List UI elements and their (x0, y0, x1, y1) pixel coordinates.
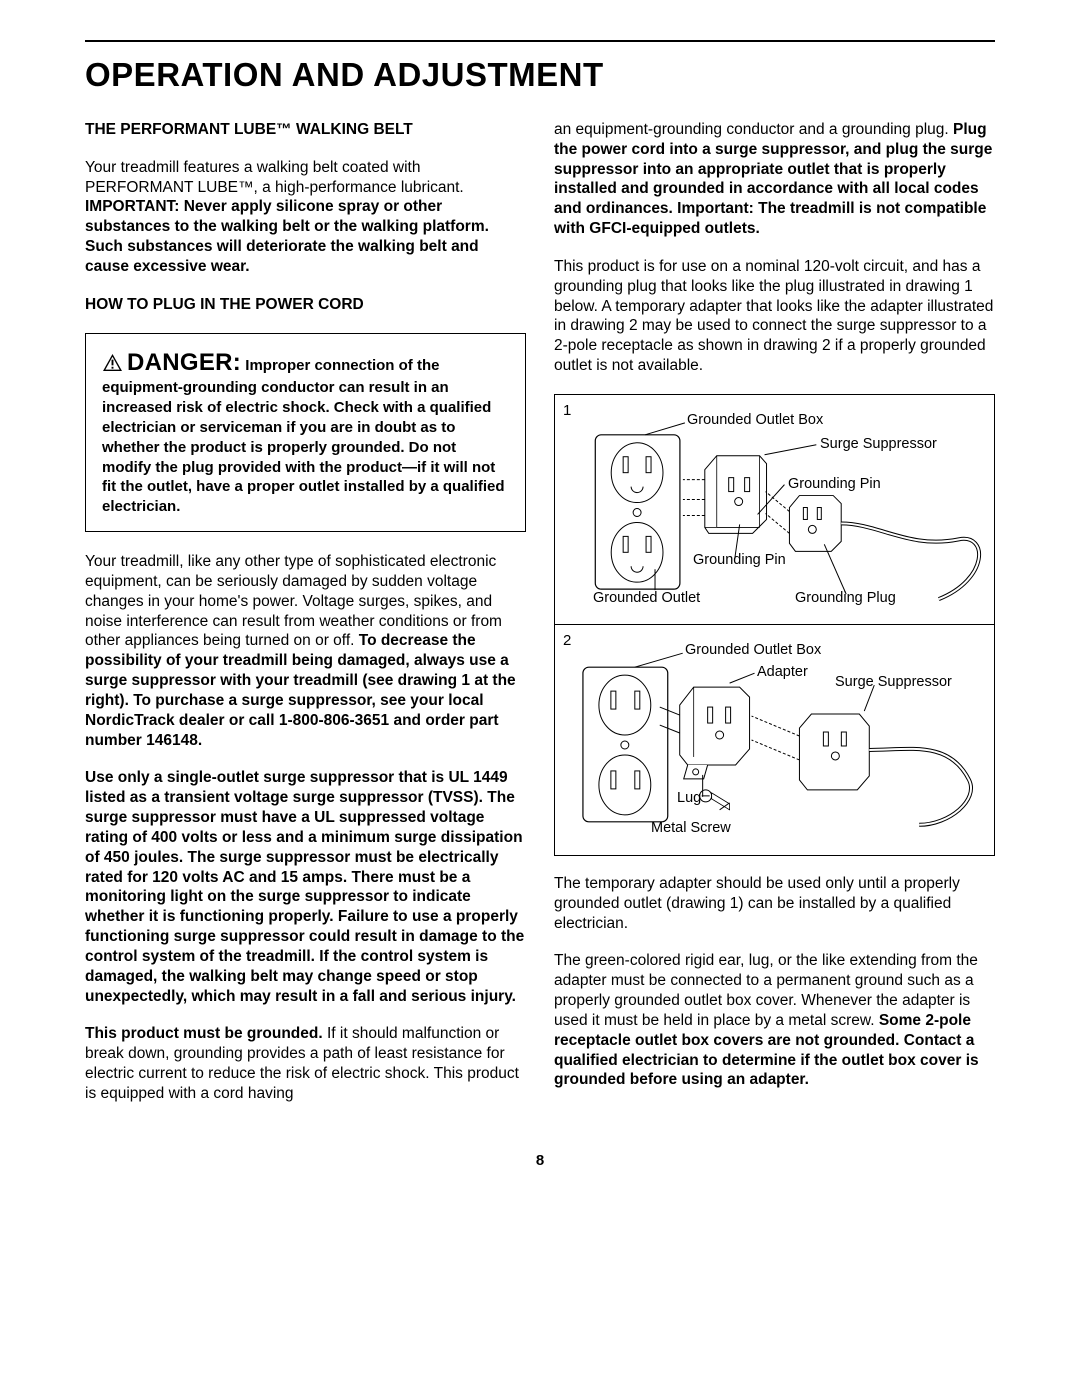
d2-label-adapter: Adapter (757, 665, 808, 681)
para-grounded: This product must be grounded. If it sho… (85, 1024, 526, 1103)
right-column: an equipment-grounding conductor and a g… (554, 120, 995, 1122)
page-title: OPERATION AND ADJUSTMENT (85, 56, 995, 94)
d1-label-surge: Surge Suppressor (820, 437, 937, 453)
d2-label-surge: Surge Suppressor (835, 675, 952, 691)
page-number: 8 (85, 1152, 995, 1169)
d1-label-gpin1: Grounding Pin (788, 477, 881, 493)
two-column-layout: THE PERFORMANT LUBE™ WALKING BELT Your t… (85, 120, 995, 1122)
d2-label-outlet-box: Grounded Outlet Box (685, 643, 821, 659)
d1-label-gpin2: Grounding Pin (693, 553, 786, 569)
surge-bold: To decrease the possibility of your trea… (85, 632, 516, 748)
plug-text: an equipment-grounding conductor and a g… (554, 121, 953, 138)
para-green-lug: The green-colored rigid ear, lug, or the… (554, 951, 995, 1090)
para-temp-adapter: The temporary adapter should be used onl… (554, 874, 995, 933)
d2-label-mscrew: Metal Screw (651, 821, 731, 837)
belt-important: IMPORTANT: Never apply silicone spray or… (85, 198, 489, 274)
para-ul1449: Use only a single-outlet surge suppresso… (85, 768, 526, 1006)
para-belt: Your treadmill features a walking belt c… (85, 158, 526, 277)
danger-word: DANGER: (127, 349, 241, 376)
para-120v: This product is for use on a nominal 120… (554, 257, 995, 376)
danger-box: DANGER: Improper connection of the equip… (85, 333, 526, 533)
para-surge-intro: Your treadmill, like any other type of s… (85, 552, 526, 750)
wiring-diagram: 1 (554, 394, 995, 856)
warning-icon (102, 353, 123, 378)
danger-text: Improper connection of the equipment-gro… (102, 357, 505, 516)
subhead-plug: HOW TO PLUG IN THE POWER CORD (85, 295, 526, 315)
belt-text: Your treadmill features a walking belt c… (85, 159, 464, 196)
rule-top (85, 40, 995, 42)
para-plug-continue: an equipment-grounding conductor and a g… (554, 120, 995, 239)
d1-label-goutlet: Grounded Outlet (593, 591, 700, 607)
d1-label-outlet-box: Grounded Outlet Box (687, 413, 823, 429)
plug-bold: Plug the power cord into a surge suppres… (554, 121, 992, 237)
diagram-2: 2 (555, 625, 994, 855)
d2-label-lug: Lug (677, 791, 701, 807)
subhead-belt: THE PERFORMANT LUBE™ WALKING BELT (85, 120, 526, 140)
diagram-2-svg (555, 625, 994, 855)
diagram-1: 1 (555, 395, 994, 625)
grounded-bold: This product must be grounded. (85, 1025, 323, 1042)
left-column: THE PERFORMANT LUBE™ WALKING BELT Your t… (85, 120, 526, 1122)
d1-label-gplug: Grounding Plug (795, 591, 896, 607)
